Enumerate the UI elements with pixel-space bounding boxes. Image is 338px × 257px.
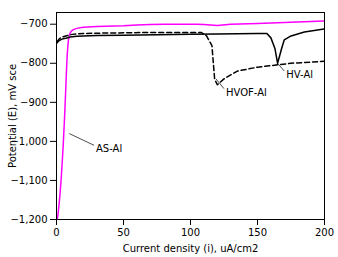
svg-text:Potential (E), mV sce: Potential (E), mV sce [7,64,18,168]
svg-text:−1,200: −1,200 [10,214,47,225]
svg-text:Current density (i), uA/cm2: Current density (i), uA/cm2 [123,243,259,254]
svg-text:200: 200 [315,227,334,238]
svg-text:−900: −900 [20,97,47,108]
svg-text:−800: −800 [20,57,47,68]
svg-text:−1,100: −1,100 [10,175,47,186]
svg-text:100: 100 [181,227,200,238]
svg-text:HV-Al: HV-Al [286,69,313,80]
svg-text:−1,000: −1,000 [10,135,48,147]
svg-text:150: 150 [248,227,267,238]
svg-text:HVOF-Al: HVOF-Al [226,87,267,98]
svg-text:AS-Al: AS-Al [96,143,122,154]
svg-text:0: 0 [53,227,59,238]
svg-text:−700: −700 [20,18,47,29]
svg-text:50: 50 [117,227,130,238]
